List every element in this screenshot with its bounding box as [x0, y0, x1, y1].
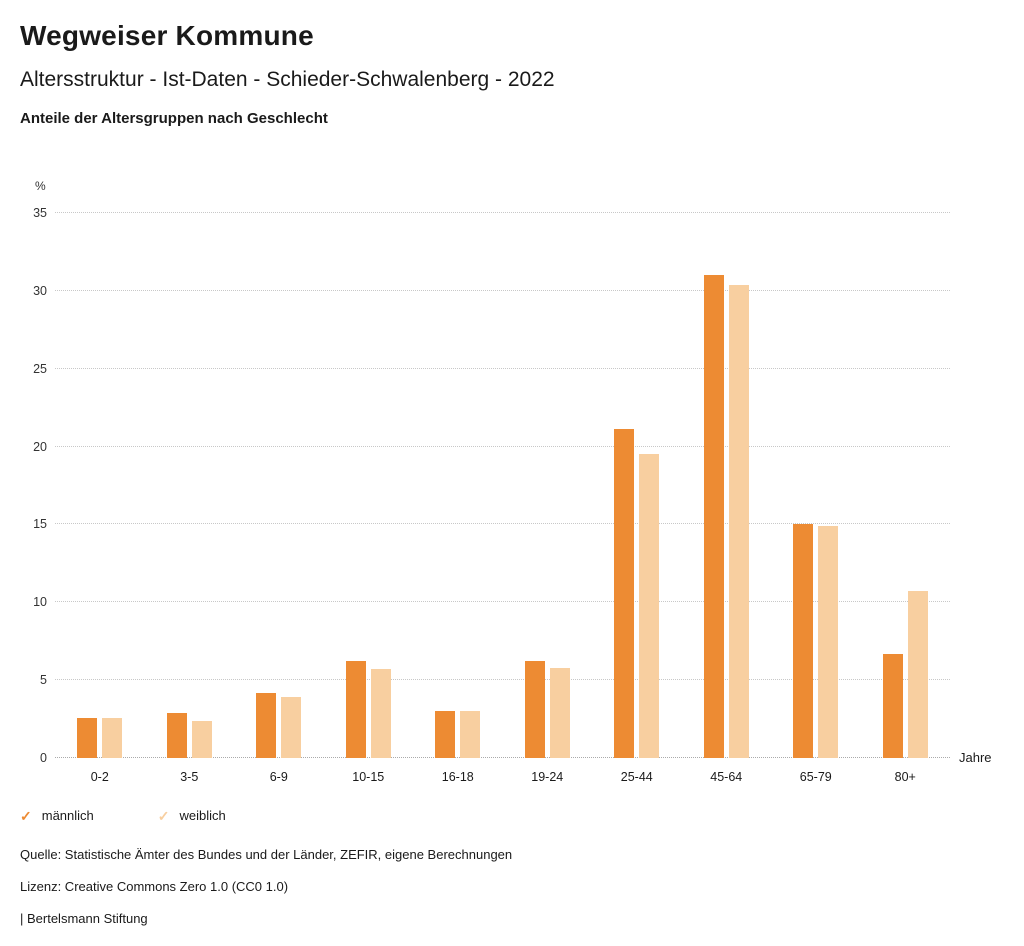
bar-männlich[interactable] [882, 653, 903, 758]
bar-group [861, 213, 951, 758]
bar-group [55, 213, 145, 758]
age-structure-chart: % Jahre 0 5 10 15 20 25 30 35 0-2 3-5 6-9 10-15 16-… [33, 179, 991, 784]
x-category-label: 10-15 [352, 770, 385, 784]
plot-area: Jahre 0 5 10 15 20 25 30 35 [33, 206, 991, 765]
x-category-label: 25-44 [620, 770, 653, 784]
gridline [55, 289, 950, 291]
y-tick-label: 5 [40, 673, 47, 688]
bar-group [324, 213, 414, 758]
bar-männlich[interactable] [77, 717, 98, 758]
x-axis-category-labels: 0-2 3-5 6-9 10-15 16-18 19-24 25-44 45-64 65-79 8… [55, 758, 950, 784]
bar-group [503, 213, 593, 758]
y-tick-label: 15 [33, 517, 47, 532]
bar-männlich[interactable] [524, 661, 545, 758]
bar-group [771, 213, 861, 758]
y-tick-label: 10 [33, 595, 47, 610]
license-note: Lizenz: Creative Commons Zero 1.0 (CC0 1… [20, 879, 289, 894]
attribution-note: | Bertelsmann Stiftung [20, 911, 148, 926]
bars-layer [55, 213, 950, 758]
gridline [55, 757, 950, 758]
x-category-label: 16-18 [441, 770, 474, 784]
bar-männlich[interactable] [166, 712, 187, 758]
x-axis-unit-label: Jahre [959, 750, 992, 765]
legend-item-weiblich[interactable]: ✓ weiblich [158, 808, 226, 823]
check-icon: ✓ [157, 807, 170, 824]
check-icon: ✓ [20, 807, 32, 824]
legend: ✓ männlich ✓ weiblich [20, 808, 1024, 823]
chart-caption: Anteile der Altersgruppen nach Geschlech… [20, 110, 328, 127]
gridline [55, 523, 950, 525]
bar-weiblich[interactable] [818, 526, 839, 758]
bar-weiblich[interactable] [907, 591, 928, 758]
chart-subtitle: Altersstruktur - Ist-Daten - Schieder-Sc… [20, 68, 555, 91]
x-category-label: 6-9 [269, 770, 288, 784]
source-note: Quelle: Statistische Ämter des Bundes un… [20, 847, 513, 862]
bar-weiblich[interactable] [281, 697, 302, 758]
bar-männlich[interactable] [435, 711, 456, 758]
bar-männlich[interactable] [614, 429, 635, 758]
legend-item-maennlich[interactable]: ✓ männlich [20, 808, 94, 823]
page-title: Wegweiser Kommune [20, 20, 314, 51]
y-tick-label: 25 [33, 361, 47, 376]
bar-männlich[interactable] [256, 692, 277, 758]
x-category-label: 65-79 [799, 770, 832, 784]
bar-weiblich[interactable] [460, 711, 481, 758]
y-tick-label: 35 [33, 206, 47, 220]
y-tick-label: 20 [33, 439, 47, 454]
x-category-label: 80+ [894, 770, 916, 784]
bar-männlich[interactable] [793, 524, 814, 758]
gridline [55, 445, 950, 447]
x-category-label: 19-24 [531, 770, 564, 784]
bar-weiblich[interactable] [639, 454, 660, 758]
x-category-label: 45-64 [710, 770, 743, 784]
bar-group [234, 213, 324, 758]
legend-label: männlich [41, 808, 94, 823]
bar-männlich[interactable] [703, 275, 724, 758]
y-tick-label: 30 [33, 283, 47, 298]
bar-group [413, 213, 503, 758]
bar-weiblich[interactable] [191, 720, 212, 758]
bar-weiblich[interactable] [549, 667, 570, 758]
bar-männlich[interactable] [345, 661, 366, 758]
bar-weiblich[interactable] [370, 669, 391, 758]
gridline [55, 212, 950, 213]
header: Wegweiser Kommune Altersstruktur - Ist-D… [0, 0, 1024, 127]
y-tick-label: 0 [40, 751, 47, 765]
x-category-label: 0-2 [90, 770, 109, 784]
gridline [55, 679, 950, 681]
legend-label: weiblich [179, 808, 226, 823]
bar-group [682, 213, 772, 758]
gridline [55, 601, 950, 603]
bar-group [145, 213, 235, 758]
bar-group [592, 213, 682, 758]
bar-weiblich[interactable] [102, 717, 123, 758]
x-category-label: 3-5 [180, 770, 199, 784]
bar-weiblich[interactable] [728, 284, 749, 758]
y-axis-unit-label: % [35, 179, 46, 193]
footer: Quelle: Statistische Ämter des Bundes un… [20, 847, 1024, 926]
gridline [55, 367, 950, 369]
